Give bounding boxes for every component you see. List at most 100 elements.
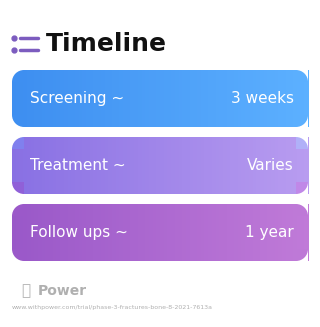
Bar [86,137,90,194]
Bar [204,137,209,194]
Bar [27,137,31,194]
Bar [167,70,172,127]
Bar [131,70,135,127]
Bar [164,204,168,261]
Bar [275,70,279,127]
Bar [12,70,24,82]
Bar [219,137,223,194]
Bar [34,70,38,127]
Bar [171,70,175,127]
Bar [304,137,308,194]
Bar [223,137,227,194]
Bar [119,137,124,194]
Bar [75,137,79,194]
Bar [238,70,242,127]
Bar [300,70,305,127]
Wedge shape [12,70,24,82]
Bar [282,70,286,127]
Bar [42,70,46,127]
Bar [20,137,24,194]
Bar [149,204,153,261]
Bar [116,204,120,261]
Bar [234,137,238,194]
Bar [197,70,201,127]
Bar [49,204,53,261]
Bar [271,204,275,261]
Bar [127,137,131,194]
Bar [145,70,149,127]
Bar [260,204,264,261]
Bar [68,204,72,261]
Bar [204,204,209,261]
Bar [282,137,286,194]
Bar [256,70,260,127]
Wedge shape [12,204,24,216]
Bar [175,137,179,194]
Bar [49,70,53,127]
Bar [241,137,246,194]
Bar [90,70,94,127]
Bar [156,204,161,261]
Bar [215,137,220,194]
Bar [179,204,183,261]
Bar [12,249,24,261]
Bar [153,204,157,261]
Bar [56,137,60,194]
Bar [75,70,79,127]
Bar [75,204,79,261]
Bar [12,70,16,127]
Bar [241,204,246,261]
Bar [101,137,105,194]
Bar [149,137,153,194]
Bar [245,137,249,194]
Text: Ⓟ: Ⓟ [21,284,31,299]
Bar [12,204,24,216]
Bar [138,70,142,127]
Bar [278,137,283,194]
Bar [127,70,131,127]
Bar [227,204,231,261]
Bar [45,137,50,194]
Bar [256,137,260,194]
Bar [71,70,76,127]
Bar [30,137,35,194]
Bar [149,70,153,127]
Bar [53,70,57,127]
Bar [79,204,83,261]
Bar [271,137,275,194]
Bar [300,137,305,194]
Bar [186,204,190,261]
Bar [64,137,68,194]
Wedge shape [296,204,308,216]
Bar [252,204,257,261]
Bar [30,70,35,127]
Text: Power: Power [38,284,87,298]
Bar [90,137,94,194]
Bar [171,137,175,194]
Bar [160,70,164,127]
Bar [290,137,294,194]
Wedge shape [296,115,308,127]
Bar [245,70,249,127]
Bar [82,70,86,127]
Bar [296,249,308,261]
Wedge shape [12,249,24,261]
Bar [93,204,98,261]
Bar [286,70,290,127]
Bar [97,137,101,194]
Bar [223,70,227,127]
Bar [97,204,101,261]
Bar [160,204,164,261]
Bar [23,137,27,194]
Bar [197,204,201,261]
Bar [230,204,235,261]
Bar [42,137,46,194]
Bar [131,137,135,194]
Bar [293,70,297,127]
Bar [68,70,72,127]
Bar [123,137,127,194]
Bar [112,137,116,194]
Bar [160,137,164,194]
Bar [38,204,42,261]
Bar [156,70,161,127]
